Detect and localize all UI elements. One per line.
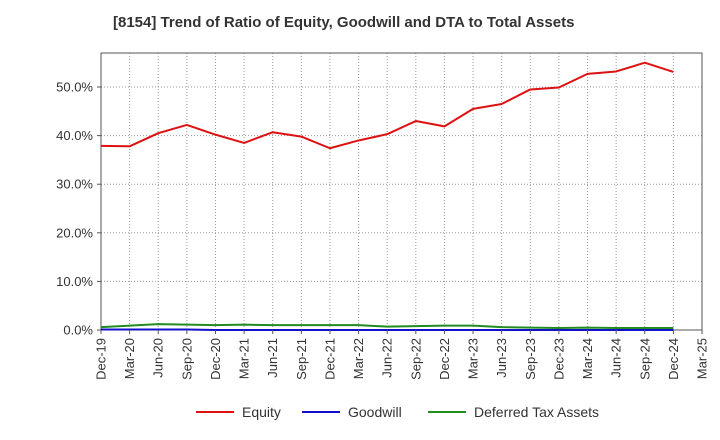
y-tick-label: 30.0% [56, 177, 93, 192]
x-tick-label: Dec-24 [666, 338, 681, 380]
series-lines [100, 61, 674, 331]
x-tick-label: Jun-22 [380, 338, 395, 378]
legend-swatch-goodwill [302, 411, 340, 413]
legend-item-deferred-tax-assets: Deferred Tax Assets [428, 404, 599, 420]
x-tick-label: Mar-25 [695, 338, 710, 379]
y-tick-label: 10.0% [56, 274, 93, 289]
x-tick-label: Dec-23 [551, 338, 566, 380]
legend-label-deferred-tax-assets: Deferred Tax Assets [474, 404, 600, 420]
legend-item-goodwill: Goodwill [302, 404, 402, 420]
chart-title: [8154] Trend of Ratio of Equity, Goodwil… [113, 14, 575, 31]
x-tick-label: Jun-21 [265, 338, 280, 378]
x-tick-label: Dec-21 [322, 338, 337, 380]
y-tick-label: 20.0% [56, 225, 93, 240]
x-tick-label: Dec-19 [94, 338, 109, 380]
x-tick-label: Jun-24 [609, 338, 624, 378]
legend-label-goodwill: Goodwill [348, 404, 402, 420]
x-tick-label: Mar-24 [580, 338, 595, 379]
legend-label-equity: Equity [242, 404, 281, 420]
gridlines [101, 53, 702, 330]
x-tick-label: Mar-20 [122, 338, 137, 379]
series-line-deferred-tax-assets [100, 323, 674, 330]
y-tick-label: 0.0% [63, 323, 93, 338]
x-tick-label: Dec-22 [437, 338, 452, 380]
y-axis-ticks: 0.0% 10.0% 20.0% 30.0% 40.0% 50.0% [56, 80, 101, 338]
x-tick-label: Mar-23 [466, 338, 481, 379]
x-tick-label: Mar-21 [237, 338, 252, 379]
series-line-equity [100, 61, 674, 150]
x-tick-label: Sep-22 [408, 338, 423, 380]
x-tick-label: Sep-20 [179, 338, 194, 380]
x-tick-label: Sep-23 [523, 338, 538, 380]
x-axis-ticks: Dec-19 Mar-20 Jun-20 Sep-20 Dec-20 Mar-21 Jun-… [94, 330, 710, 380]
y-tick-label: 50.0% [56, 80, 93, 95]
legend-swatch-deferred-tax-assets [428, 411, 466, 413]
x-tick-label: Jun-23 [494, 338, 509, 378]
x-tick-label: Sep-24 [637, 338, 652, 380]
x-tick-label: Jun-20 [151, 338, 166, 378]
x-tick-label: Sep-21 [294, 338, 309, 380]
x-tick-label: Dec-20 [208, 338, 223, 380]
plot-area [100, 52, 703, 331]
legend-swatch-equity [196, 411, 234, 413]
x-tick-label: Mar-22 [351, 338, 366, 379]
y-tick-label: 40.0% [56, 128, 93, 143]
legend-item-equity: Equity [196, 404, 281, 420]
